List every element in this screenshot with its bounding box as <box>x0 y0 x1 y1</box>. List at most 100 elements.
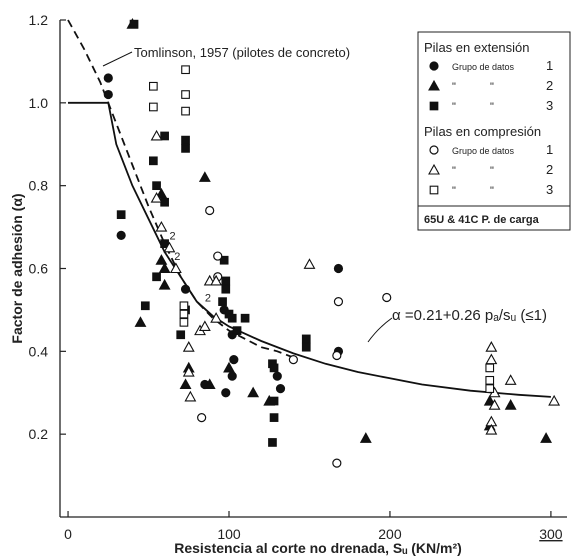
data-point-filled-square <box>116 210 126 220</box>
data-point-filled-square <box>269 413 279 422</box>
y-tick-label: 0.8 <box>29 178 49 194</box>
legend-open-circle-icon <box>429 145 439 155</box>
data-point-open-square <box>179 309 189 319</box>
data-point-filled-triangle <box>158 278 171 290</box>
legend-entry-number: 1 <box>546 58 553 73</box>
data-point-filled-triangle <box>203 378 216 390</box>
data-point-open-circle <box>332 458 342 468</box>
data-point-filled-square <box>232 326 242 335</box>
data-point-open-triangle <box>485 353 498 365</box>
data-point-filled-triangle <box>155 254 168 265</box>
legend-entry-label: " <box>452 81 456 93</box>
y-tick-label: 1.2 <box>29 12 49 28</box>
data-point-open-square <box>485 363 495 373</box>
data-point-open-triangle <box>303 258 316 269</box>
legend-entry-label: Grupo de datos <box>452 146 515 156</box>
data-point-filled-square <box>221 284 231 294</box>
x-tick-label: 200 <box>378 526 402 542</box>
data-point-filled-triangle <box>158 262 171 274</box>
labels: Resistencia al corte no drenada, Sᵤ (KN/… <box>9 45 547 556</box>
data-point-open-square <box>179 301 189 311</box>
data-point-filled-triangle <box>504 399 517 410</box>
data-point-filled-square <box>129 19 139 29</box>
data-point-filled-square <box>218 297 227 306</box>
data-point-open-triangle <box>504 374 517 385</box>
legend-entry-label: " <box>452 101 456 113</box>
legend-entry-ditto: " <box>490 185 494 197</box>
tomlinson-leader <box>102 51 133 67</box>
data-point-open-triangle <box>198 320 211 332</box>
x-tick-label: 300 <box>539 526 563 542</box>
data-point-filled-square <box>269 363 279 373</box>
data-point-filled-square <box>221 276 231 286</box>
data-point-open-circle <box>382 292 392 303</box>
legend-entry-number: 1 <box>546 142 553 157</box>
data-point-filled-circle <box>272 371 282 381</box>
data-point-filled-square <box>301 334 311 344</box>
data-point-filled-circle <box>227 371 237 381</box>
curve-number-label: 2 <box>174 251 180 263</box>
y-tick-label: 1.0 <box>29 95 49 111</box>
formula-annotation: α =0.21+0.26 pₐ/sᵤ (≤1) <box>392 307 547 324</box>
legend-entry-number: 2 <box>546 78 553 93</box>
legend-entry-ditto: " <box>490 165 494 177</box>
data-point-filled-square <box>152 181 161 191</box>
legend-filled-triangle-icon <box>428 79 440 91</box>
data-point-open-square <box>181 65 190 75</box>
legend-footer: 65U & 41C P. de carga <box>424 214 540 226</box>
data-point-open-triangle <box>210 274 223 286</box>
y-axis-label: Factor de adhesión (α) <box>9 193 25 343</box>
y-tick-label: 0.2 <box>29 426 49 442</box>
data-point-filled-circle <box>103 73 113 83</box>
data-point-filled-triangle <box>198 171 211 182</box>
data-point-open-square <box>181 90 190 99</box>
data-point-open-circle <box>332 350 342 361</box>
data-point-filled-triangle <box>134 316 147 327</box>
legend-filled-square-icon <box>429 101 439 111</box>
data-point-filled-triangle <box>359 432 372 443</box>
data-point-open-square <box>485 375 495 385</box>
data-point-open-square <box>485 384 495 393</box>
curve-number-label: 2 <box>205 293 211 305</box>
data-point-filled-square <box>140 301 150 311</box>
data-point-filled-circle <box>221 388 231 398</box>
y-tick-label: 0.6 <box>29 261 49 277</box>
data-point-open-triangle <box>150 129 163 141</box>
data-point-filled-circle <box>275 384 286 394</box>
formula-leader <box>367 317 393 343</box>
data-point-filled-square <box>152 272 161 282</box>
data-point-filled-square <box>181 144 190 153</box>
data-point-open-square <box>181 106 190 116</box>
data-point-filled-circle <box>180 284 191 294</box>
legend-entry-number: 3 <box>546 182 553 197</box>
tomlinson-annotation: Tomlinson, 1957 (pilotes de concreto) <box>134 45 350 60</box>
legend-box <box>417 31 571 231</box>
legend-filled-circle-icon <box>429 61 439 71</box>
data-point-filled-square <box>176 330 186 340</box>
data-points <box>103 18 561 468</box>
legend-compression-title: Pilas en compresión <box>424 124 541 139</box>
legend-entry-ditto: " <box>490 101 494 113</box>
formula-curve <box>68 101 551 398</box>
data-point-filled-triangle <box>483 394 496 406</box>
legend-entry-label: " <box>452 165 456 177</box>
data-point-filled-circle <box>333 263 344 274</box>
legend-open-square-icon <box>429 185 439 195</box>
data-point-filled-square <box>149 156 158 166</box>
data-point-open-triangle <box>163 241 176 253</box>
legend-entry-label: " <box>452 185 456 197</box>
data-point-open-circle <box>213 251 223 261</box>
legend-entry-number: 3 <box>546 98 553 113</box>
data-point-open-triangle <box>155 220 168 232</box>
data-point-open-square <box>149 102 158 112</box>
data-point-filled-circle <box>229 355 239 365</box>
data-point-filled-triangle <box>223 361 235 373</box>
data-point-filled-square <box>269 396 279 406</box>
data-point-open-triangle <box>548 394 561 406</box>
data-point-open-triangle <box>485 341 498 352</box>
data-point-filled-square <box>227 313 237 323</box>
legend-open-triangle-icon <box>428 163 440 175</box>
data-point-open-triangle <box>210 312 223 323</box>
data-point-open-circle <box>333 297 344 307</box>
